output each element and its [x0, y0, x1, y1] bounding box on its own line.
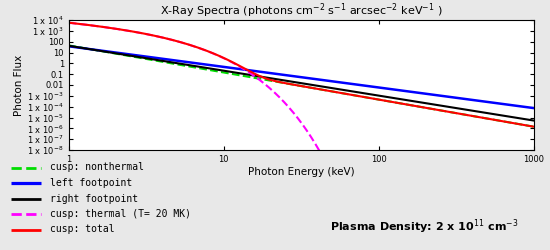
X-axis label: Photon Energy (keV): Photon Energy (keV): [248, 167, 354, 177]
Text: cusp: nonthermal: cusp: nonthermal: [50, 162, 144, 172]
Text: Plasma Density: 2 x 10$^{11}$ cm$^{-3}$: Plasma Density: 2 x 10$^{11}$ cm$^{-3}$: [330, 217, 519, 236]
Text: cusp: total: cusp: total: [50, 224, 114, 234]
Text: right footpoint: right footpoint: [50, 194, 138, 203]
Text: cusp: thermal (T= 20 MK): cusp: thermal (T= 20 MK): [50, 209, 190, 219]
Title: X-Ray Spectra (photons cm$^{-2}$ s$^{-1}$ arcsec$^{-2}$ keV$^{-1}$ ): X-Ray Spectra (photons cm$^{-2}$ s$^{-1}…: [160, 2, 442, 20]
Y-axis label: Photon Flux: Photon Flux: [14, 54, 24, 116]
Text: left footpoint: left footpoint: [50, 178, 132, 188]
